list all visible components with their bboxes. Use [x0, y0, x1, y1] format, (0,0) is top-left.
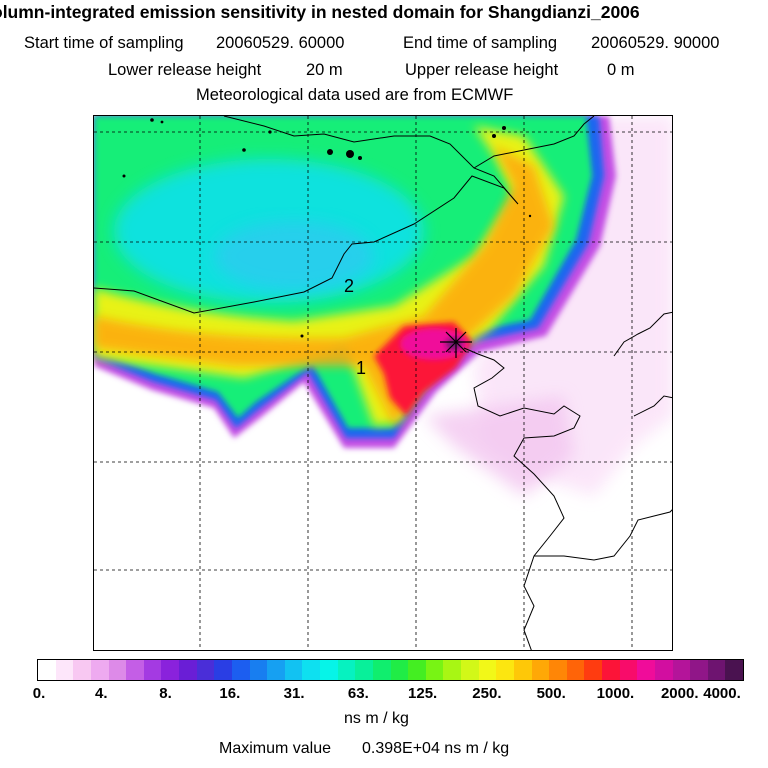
end-time-value: 20060529. 90000 [591, 34, 720, 52]
colorbar-segment [637, 660, 655, 680]
colorbar-tick-label: 0. [32, 685, 46, 702]
colorbar-segment [249, 660, 268, 680]
colorbar-segment [214, 660, 232, 680]
colorbar-segment [231, 660, 250, 680]
lower-release-height-label: Lower release height [108, 61, 262, 79]
colorbar-segment [355, 660, 373, 680]
colorbar-segment [443, 660, 461, 680]
colorbar-segment [302, 660, 320, 680]
plot-title: olumn-integrated emission sensitivity in… [0, 2, 640, 22]
colorbar-segment [602, 660, 620, 680]
contour-label-2: 2 [344, 276, 354, 296]
colorbar-segment [108, 660, 127, 680]
start-time-label: Start time of sampling [24, 34, 184, 52]
map-plot-area: 1 2 [93, 115, 673, 651]
colorbar-tick-label: 125. [408, 685, 438, 702]
colorbar-tick-label: 1000. [596, 685, 635, 702]
colorbar-segment [390, 660, 409, 680]
colorbar-tick-label: 63. [347, 685, 369, 702]
colorbar-segment [619, 660, 638, 680]
colorbar-unit: ns m / kg [344, 710, 409, 727]
colorbar-segment [461, 660, 479, 680]
low-sensitivity-haze [474, 116, 672, 496]
colorbar-segment [196, 660, 215, 680]
colorbar-tick-label: 250. [472, 685, 502, 702]
colorbar-segment [179, 660, 197, 680]
colorbar [37, 659, 744, 681]
start-time-value: 20060529. 60000 [216, 34, 345, 52]
colorbar-tick-label: 4000. [703, 685, 741, 702]
colorbar-segment [161, 660, 179, 680]
colorbar-segment [584, 660, 602, 680]
low-sensitivity-haze-lower [424, 396, 574, 496]
receptor-marker [440, 328, 472, 358]
colorbar-tick-label: 16. [219, 685, 241, 702]
colorbar-segment [267, 660, 285, 680]
upper-release-height-label: Upper release height [405, 61, 559, 79]
max-value: 0.398E+04 ns m / kg [362, 740, 510, 757]
colorbar-segment [672, 660, 691, 680]
contour-label-1: 1 [356, 358, 366, 378]
map-gridlines [94, 116, 672, 650]
end-time-label: End time of sampling [403, 34, 558, 52]
colorbar-segment [55, 660, 74, 680]
colorbar-segment [531, 660, 550, 680]
colorbar-segment [566, 660, 585, 680]
colorbar-segment [549, 660, 567, 680]
colorbar-segment [496, 660, 514, 680]
colorbar-segment [478, 660, 497, 680]
colorbar-tick-label: 4. [95, 685, 108, 702]
colorbar-segment [284, 660, 303, 680]
colorbar-segment [707, 660, 726, 680]
coastlines-borders [94, 116, 672, 650]
colorbar-segment [425, 660, 444, 680]
colorbar-segment [90, 660, 109, 680]
colorbar-segment [372, 660, 391, 680]
colorbar-segment [654, 660, 673, 680]
lower-release-height-value: 20 m [306, 61, 343, 79]
colorbar-segment [408, 660, 426, 680]
colorbar-segment [725, 660, 743, 680]
colorbar-segment [320, 660, 338, 680]
island-markers [122, 118, 532, 338]
emission-sensitivity-field: 1 2 [94, 116, 672, 650]
colorbar-tick-label: 2000. [660, 685, 699, 702]
meteorological-data-note: Meteorological data used are from ECMWF [196, 86, 514, 104]
colorbar-segment [690, 660, 708, 680]
max-value-label: Maximum value [219, 740, 332, 757]
colorbar-segment [513, 660, 532, 680]
colorbar-tick-label: 500. [536, 685, 566, 702]
colorbar-segment [38, 660, 56, 680]
colorbar-segment [143, 660, 162, 680]
colorbar-tick-label: 31. [283, 685, 305, 702]
colorbar-segment [126, 660, 144, 680]
colorbar-segment [337, 660, 356, 680]
upper-release-height-value: 0 m [607, 61, 635, 79]
colorbar-segment [73, 660, 91, 680]
colorbar-tick-label: 8. [159, 685, 172, 702]
